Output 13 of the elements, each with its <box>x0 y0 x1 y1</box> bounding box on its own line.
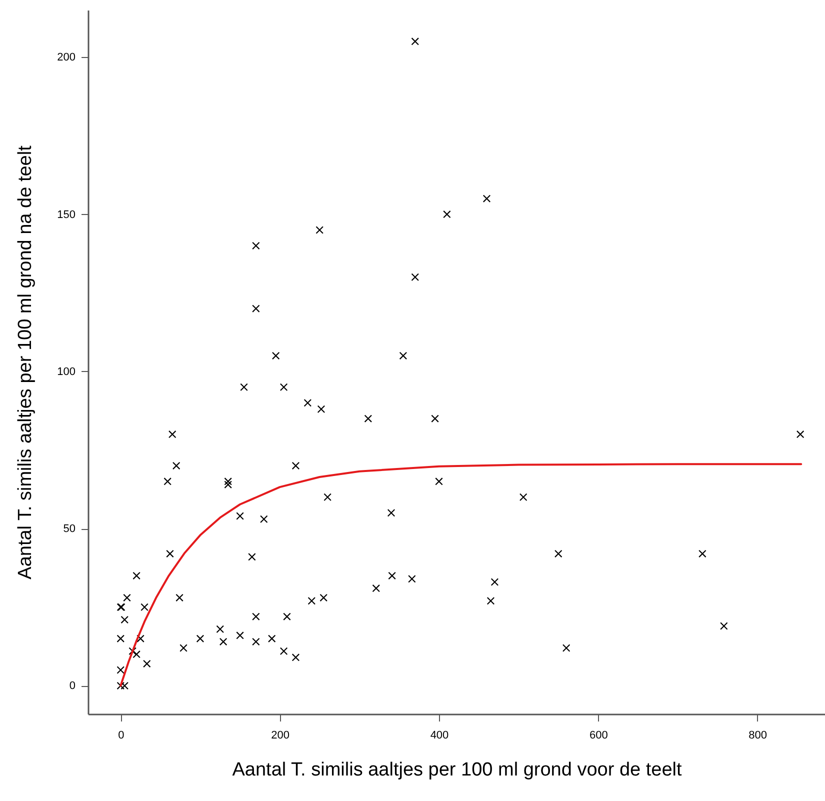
y-tick-label: 50 <box>63 523 76 536</box>
x-tick-label: 600 <box>589 730 608 742</box>
x-axis-title: Aantal T. similis aaltjes per 100 ml grond voor de teelt <box>232 760 682 780</box>
x-tick-label: 200 <box>271 730 290 742</box>
x-tick-label: 400 <box>430 730 449 742</box>
x-tick-label: 0 <box>118 730 124 742</box>
y-tick-label: 200 <box>57 52 76 64</box>
y-axis-title: Aantal T. similis aaltjes per 100 ml grond na de teelt <box>15 144 36 580</box>
y-tick-label: 0 <box>69 680 76 692</box>
x-tick-label: 800 <box>748 730 768 742</box>
line-series <box>120 463 802 687</box>
y-tick-label: 100 <box>57 366 76 378</box>
y-tick-label: 150 <box>57 208 76 221</box>
